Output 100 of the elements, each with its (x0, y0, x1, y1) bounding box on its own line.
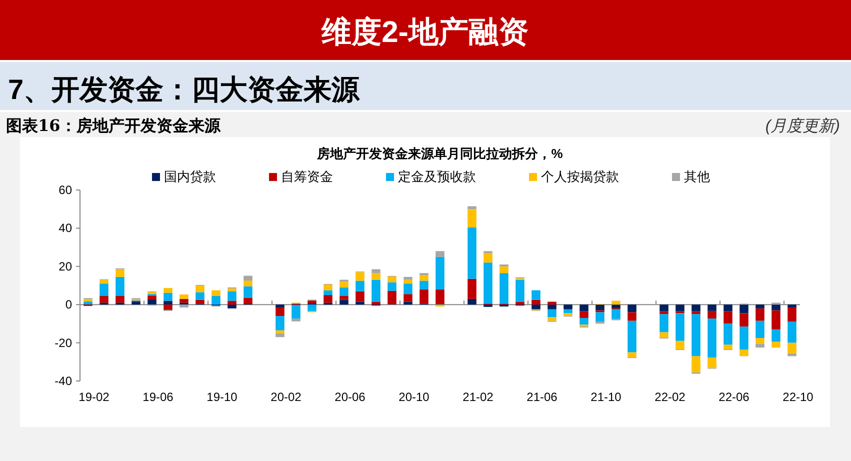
bar (580, 304, 588, 312)
bar (340, 282, 348, 288)
bar (100, 296, 108, 303)
x-tick-label: 21-06 (526, 390, 558, 404)
bar (276, 307, 284, 316)
bar (292, 318, 300, 322)
bar (740, 326, 748, 350)
bar (740, 349, 748, 356)
bar (692, 304, 700, 312)
bar (788, 304, 796, 308)
bar (772, 329, 780, 342)
bar (596, 312, 604, 322)
y-tick-label: 20 (58, 259, 72, 274)
x-tick-label: 20-10 (398, 390, 430, 404)
bar (660, 304, 668, 312)
bar (548, 304, 556, 310)
bar (276, 316, 284, 330)
bar (244, 280, 252, 286)
bar (372, 269, 380, 274)
bar (548, 302, 556, 305)
bar (132, 302, 140, 305)
bar (388, 276, 396, 282)
y-tick-label: 60 (58, 183, 72, 197)
bar (276, 304, 284, 308)
bar (436, 289, 444, 304)
text: 维度2-地产融资 (320, 15, 528, 49)
bar (148, 299, 156, 305)
bar (708, 310, 716, 319)
bar (788, 322, 796, 343)
bar (788, 342, 796, 354)
bar (788, 307, 796, 322)
bar (324, 295, 332, 303)
bar (628, 312, 636, 321)
bar (676, 313, 684, 341)
bar (116, 269, 124, 277)
bar (388, 282, 396, 291)
bar (116, 296, 124, 303)
bar (100, 284, 108, 296)
bar (404, 294, 412, 302)
bar (388, 290, 396, 304)
bar (564, 309, 572, 314)
bar (628, 320, 636, 352)
bar (468, 206, 476, 210)
bar (756, 338, 764, 344)
bar (692, 356, 700, 372)
bar (500, 266, 508, 274)
bar (212, 296, 220, 305)
x-tick-label: 19-10 (206, 390, 238, 404)
bar (340, 296, 348, 300)
bar (628, 304, 636, 312)
bar (708, 318, 716, 358)
bar (100, 280, 108, 284)
bar (404, 302, 412, 305)
bar (372, 273, 380, 280)
bar (420, 280, 428, 290)
bar (708, 358, 716, 368)
bar (228, 291, 236, 301)
bar (660, 332, 668, 338)
bar (756, 308, 764, 321)
bar (244, 298, 252, 304)
bar (468, 209, 476, 228)
bar (164, 292, 172, 301)
bar (756, 344, 764, 348)
bar (580, 311, 588, 318)
bar (356, 280, 364, 292)
bar (740, 313, 748, 327)
bar (484, 262, 492, 304)
bar (148, 296, 156, 300)
bar (612, 309, 620, 319)
bar (164, 300, 172, 305)
bar (228, 300, 236, 305)
bar (324, 290, 332, 296)
bar (212, 290, 220, 296)
bar (500, 273, 508, 304)
y-tick-label: -40 (54, 374, 72, 388)
bar (228, 304, 236, 308)
bar (724, 344, 732, 350)
bar (676, 340, 684, 350)
bar (612, 300, 620, 305)
bar (308, 304, 316, 312)
bar (356, 302, 364, 305)
bar (468, 278, 476, 299)
bar (404, 284, 412, 294)
bar (164, 304, 172, 310)
legend-label: 自筹资金 (281, 169, 333, 184)
chart-title: 房地产开发资金来源单月同比拉动拆分，% (316, 146, 564, 161)
bar (308, 300, 316, 304)
x-tick-label: 19-02 (78, 390, 110, 404)
bar (692, 314, 700, 356)
bar (772, 304, 780, 310)
bar (724, 304, 732, 312)
bar (724, 311, 732, 324)
text: 图表16：房地产开发资金来源 (6, 116, 222, 135)
bar (164, 288, 172, 293)
x-tick-label: 22-10 (782, 390, 814, 404)
legend-label: 国内贷款 (164, 169, 216, 184)
bar (436, 256, 444, 290)
bar (612, 304, 620, 308)
bar (196, 292, 204, 300)
bar (372, 280, 380, 302)
